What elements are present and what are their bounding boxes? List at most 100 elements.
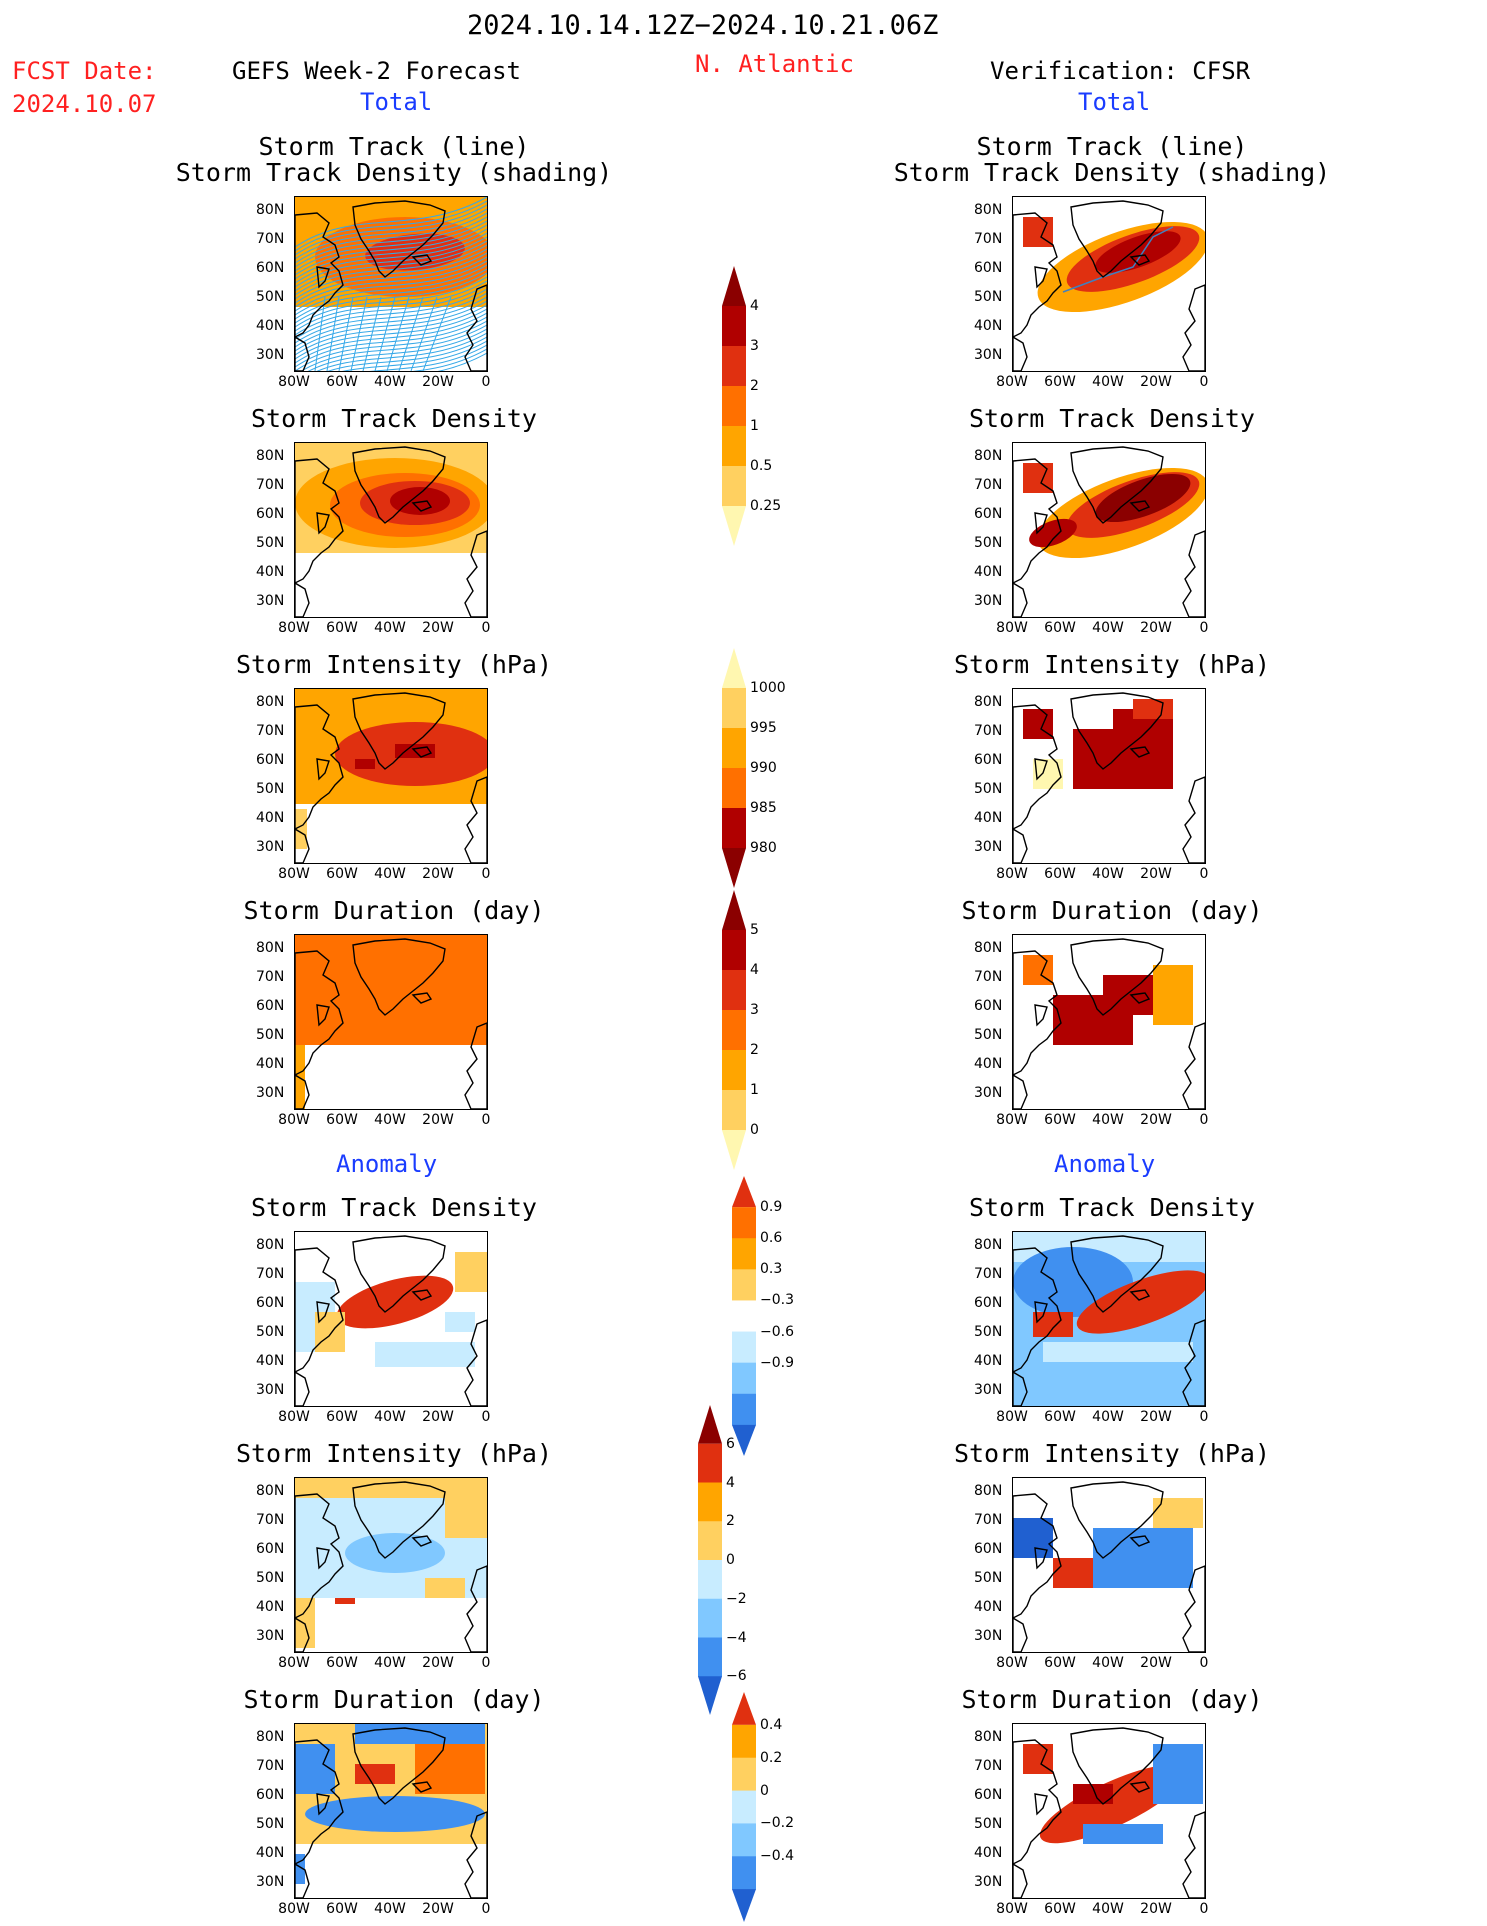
x-tick-label: 80W — [278, 1409, 310, 1425]
left-column-title: GEFS Week-2 Forecast — [232, 57, 521, 85]
colorbar-tick-label: 2 — [750, 1042, 759, 1058]
x-tick-label: 40W — [374, 374, 406, 390]
colorbar-tick-label: 1 — [750, 1082, 759, 1098]
y-tick-label: 40N — [974, 810, 1003, 826]
y-tick-label: 50N — [256, 1324, 285, 1340]
x-tick-label: 60W — [1044, 1901, 1076, 1917]
y-tick-label: 70N — [256, 1758, 285, 1774]
x-tick-label: 40W — [1092, 1409, 1124, 1425]
x-tick-label: 40W — [1092, 1901, 1124, 1917]
x-tick-label: 0 — [481, 866, 491, 882]
map-svg — [295, 1235, 487, 1406]
x-tick-label: 80W — [996, 1901, 1028, 1917]
density-anom-colorbar — [732, 1176, 756, 1456]
y-tick-label: 50N — [256, 1570, 285, 1586]
left-duration-anom-title: Storm Duration (day) — [243, 1685, 545, 1714]
colorbar-tick-label: −2 — [726, 1590, 747, 1607]
x-tick-label: 80W — [996, 1409, 1028, 1425]
x-tick-label: 60W — [1044, 1655, 1076, 1671]
y-tick-label: 40N — [974, 1599, 1003, 1615]
map-svg — [1013, 200, 1205, 371]
x-tick-label: 40W — [374, 1901, 406, 1917]
colorbar-tick-label: 0.9 — [760, 1199, 783, 1216]
y-tick-label: 70N — [256, 477, 285, 493]
y-tick-label: 50N — [256, 1816, 285, 1832]
y-tick-label: 60N — [256, 1787, 285, 1803]
y-tick-label: 80N — [974, 1237, 1003, 1253]
y-tick-label: 40N — [974, 564, 1003, 580]
colorbar-tick-label: 0.3 — [760, 1261, 783, 1278]
y-tick-label: 60N — [974, 752, 1003, 768]
y-tick-label: 80N — [974, 448, 1003, 464]
x-tick-label: 40W — [1092, 1112, 1124, 1128]
y-tick-label: 30N — [974, 1382, 1003, 1398]
x-tick-label: 20W — [1140, 1409, 1172, 1425]
y-tick-label: 80N — [256, 694, 285, 710]
colorbar-tick-label: 5 — [750, 922, 759, 938]
map-panel — [294, 1723, 488, 1899]
y-tick-label: 50N — [256, 781, 285, 797]
right-track-shading-title: Storm Track Density (shading) — [893, 158, 1331, 187]
x-tick-label: 80W — [278, 620, 310, 636]
x-tick-label: 20W — [1140, 1112, 1172, 1128]
colorbar-tick-label: 0.2 — [760, 1749, 783, 1766]
x-tick-label: 20W — [422, 1112, 454, 1128]
colorbar-tick-label: 0 — [726, 1552, 735, 1568]
y-tick-label: 50N — [256, 535, 285, 551]
colorbar-tick-label: 1000 — [750, 680, 786, 696]
x-tick-label: 0 — [481, 1409, 491, 1425]
y-tick-label: 40N — [256, 318, 285, 334]
x-tick-label: 20W — [422, 374, 454, 390]
y-tick-label: 50N — [974, 1570, 1003, 1586]
y-tick-label: 40N — [256, 1353, 285, 1369]
x-tick-label: 20W — [422, 1655, 454, 1671]
y-tick-label: 40N — [974, 1353, 1003, 1369]
region-label: N. Atlantic — [695, 50, 854, 78]
y-tick-label: 80N — [974, 694, 1003, 710]
y-tick-label: 50N — [974, 1816, 1003, 1832]
x-tick-label: 60W — [1044, 374, 1076, 390]
y-tick-label: 70N — [974, 969, 1003, 985]
y-tick-label: 70N — [974, 231, 1003, 247]
y-tick-label: 60N — [974, 260, 1003, 276]
x-tick-label: 60W — [326, 374, 358, 390]
y-tick-label: 50N — [974, 1027, 1003, 1043]
left-total-label: Total — [360, 88, 433, 116]
x-tick-label: 80W — [278, 1901, 310, 1917]
y-tick-label: 70N — [974, 1758, 1003, 1774]
colorbar-tick-label: 0.4 — [760, 1716, 783, 1733]
map-svg — [1013, 938, 1205, 1109]
x-tick-label: 60W — [326, 1112, 358, 1128]
colorbar-svg — [732, 1176, 756, 1456]
x-tick-label: 20W — [422, 1409, 454, 1425]
y-tick-label: 40N — [256, 810, 285, 826]
y-tick-label: 30N — [974, 347, 1003, 363]
y-tick-label: 30N — [256, 347, 285, 363]
colorbar-tick-label: 4 — [750, 962, 759, 978]
colorbar-tick-label: 3 — [750, 1002, 759, 1018]
y-tick-label: 80N — [256, 1237, 285, 1253]
x-tick-label: 40W — [374, 620, 406, 636]
y-tick-label: 30N — [256, 593, 285, 609]
left-density-title: Storm Track Density — [251, 404, 537, 433]
x-tick-label: 20W — [422, 866, 454, 882]
y-tick-label: 80N — [974, 1729, 1003, 1745]
y-tick-label: 60N — [256, 998, 285, 1014]
x-tick-label: 0 — [1199, 1655, 1209, 1671]
x-tick-label: 80W — [996, 1655, 1028, 1671]
y-tick-label: 40N — [256, 1845, 285, 1861]
y-tick-label: 30N — [974, 1628, 1003, 1644]
colorbar-tick-label: −6 — [726, 1668, 747, 1685]
date-range-title: 2024.10.14.12Z−2024.10.21.06Z — [467, 10, 939, 41]
colorbar-tick-label: −0.9 — [760, 1354, 794, 1371]
x-tick-label: 40W — [374, 866, 406, 882]
map-panel — [1012, 1477, 1206, 1653]
map-panel — [1012, 934, 1206, 1110]
right-duration-anom-title: Storm Duration (day) — [961, 1685, 1263, 1714]
y-tick-label: 30N — [974, 1874, 1003, 1890]
colorbar-tick-label: 0.6 — [760, 1230, 783, 1247]
y-tick-label: 40N — [974, 1845, 1003, 1861]
y-tick-label: 70N — [256, 1512, 285, 1528]
x-tick-label: 40W — [1092, 1655, 1124, 1671]
y-tick-label: 40N — [974, 318, 1003, 334]
